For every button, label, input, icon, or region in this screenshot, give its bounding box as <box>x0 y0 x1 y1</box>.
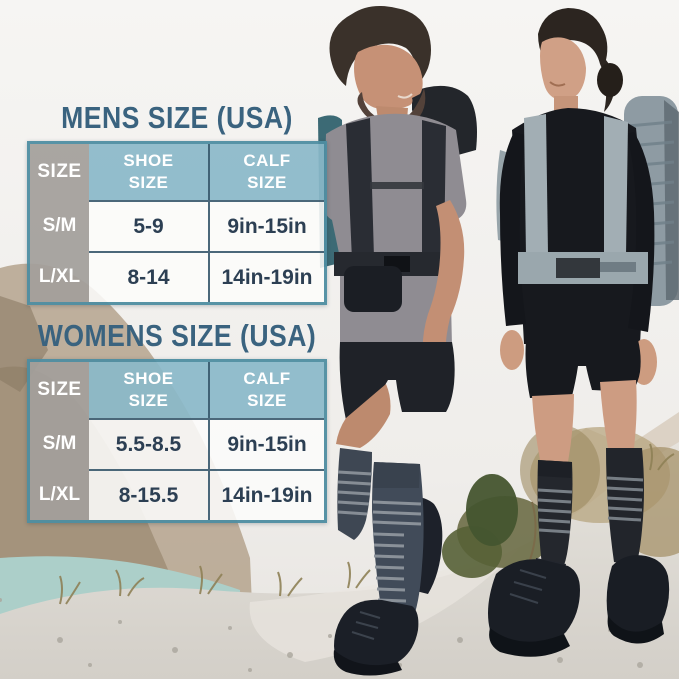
mens-size-title: MENS SIZE (USA) <box>61 100 293 135</box>
mens-size-chart: MENS SIZE (USA) SIZE S/M L/XL SHOE SIZE … <box>27 96 327 305</box>
female-belt-buckle <box>556 258 600 278</box>
womens-size-table: SIZE S/M L/XL SHOE SIZE CALF SIZE 5.5-8.… <box>27 359 327 523</box>
male-arm <box>422 200 465 366</box>
female-hiker-illustration <box>488 8 679 657</box>
size-column: SIZE S/M L/XL <box>30 362 89 520</box>
female-sock-left <box>537 460 573 570</box>
womens-size-title: WOMENS SIZE (USA) <box>37 318 317 353</box>
female-thigh-right <box>600 380 637 448</box>
womens-sm-calf-size: 9in-15in <box>208 418 324 469</box>
male-raised-thigh <box>336 384 391 448</box>
female-boot-left <box>488 558 580 657</box>
male-face <box>354 44 423 109</box>
male-front-boot <box>333 599 419 676</box>
size-column-header: SIZE <box>37 379 82 400</box>
female-hair <box>538 8 615 112</box>
mens-lxl-shoe-size: 8-14 <box>89 251 208 302</box>
female-hand-left <box>500 330 524 370</box>
mens-lxl-calf-size: 14in-19in <box>208 251 324 302</box>
male-hip-pouch <box>344 266 402 312</box>
female-strap-right <box>604 116 628 256</box>
female-belt-strap <box>600 262 636 272</box>
shoe-size-header-text: SHOE SIZE <box>123 368 174 410</box>
size-column-header: SIZE <box>37 161 82 182</box>
male-sternum-strap <box>370 182 424 189</box>
female-hair-bun <box>597 63 623 97</box>
womens-lxl-shoe-size: 8-15.5 <box>89 469 208 520</box>
row-label-lxl: L/XL <box>38 265 81 287</box>
calf-size-header-text: CALF SIZE <box>243 150 291 192</box>
male-front-sock <box>372 462 424 616</box>
row-label-sm: S/M <box>42 214 77 236</box>
mens-sm-calf-size: 9in-15in <box>208 200 324 251</box>
womens-lxl-calf-size: 14in-19in <box>208 469 324 520</box>
row-label-sm: S/M <box>42 432 77 454</box>
shoe-size-header: SHOE SIZE <box>89 362 208 418</box>
female-boot-right <box>606 555 670 644</box>
row-label-lxl: L/XL <box>38 483 81 505</box>
mens-sm-shoe-size: 5-9 <box>89 200 208 251</box>
male-smile <box>397 93 413 99</box>
female-strap-left <box>524 114 548 256</box>
female-face <box>540 37 586 101</box>
size-column: SIZE S/M L/XL <box>30 144 89 302</box>
shoe-size-header: SHOE SIZE <box>89 144 208 200</box>
mens-size-table: SIZE S/M L/XL SHOE SIZE CALF SIZE 5-9 9i… <box>27 141 327 305</box>
womens-sm-shoe-size: 5.5-8.5 <box>89 418 208 469</box>
calf-size-header: CALF SIZE <box>208 362 324 418</box>
womens-size-chart: WOMENS SIZE (USA) SIZE S/M L/XL SHOE SIZ… <box>27 314 327 523</box>
male-hair <box>329 6 431 88</box>
shoe-size-header-text: SHOE SIZE <box>123 150 174 192</box>
female-smile <box>549 81 566 87</box>
calf-size-header-text: CALF SIZE <box>243 368 291 410</box>
female-sock-right <box>606 448 644 566</box>
female-thigh-left <box>532 394 574 462</box>
calf-size-header: CALF SIZE <box>208 144 324 200</box>
male-strap-left <box>346 118 374 260</box>
male-rear-sock <box>337 448 373 540</box>
male-hiker-illustration <box>318 6 477 676</box>
